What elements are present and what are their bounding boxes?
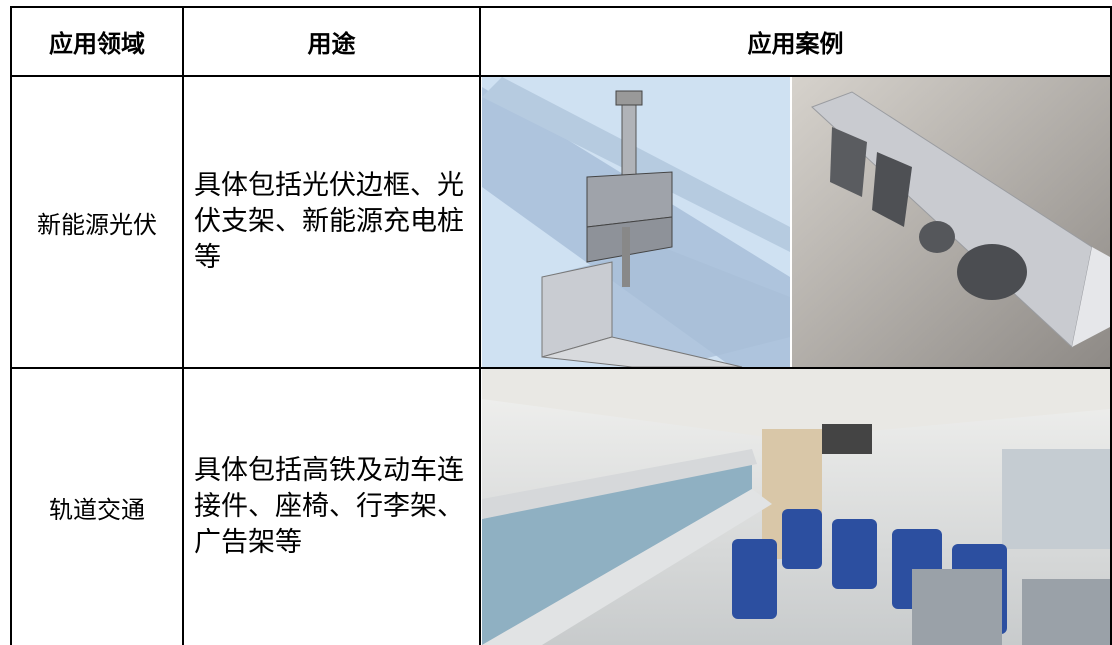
bracket-image — [792, 77, 1110, 367]
border — [10, 75, 1112, 77]
domain-cell: 轨道交通 — [49, 495, 145, 524]
border — [10, 6, 12, 645]
domain-cell: 新能源光伏 — [37, 210, 157, 239]
header-cell: 用途 — [307, 30, 356, 58]
solar-clamp-image — [482, 77, 790, 367]
header-cell: 应用案例 — [747, 30, 844, 58]
border — [1110, 6, 1112, 645]
usage-cell: 具体包括光伏边框、光伏支架、新能源充电桩等 — [194, 170, 464, 273]
border — [479, 6, 481, 645]
header-cell: 应用领域 — [49, 30, 145, 58]
border — [10, 367, 1112, 369]
border — [182, 6, 184, 645]
border — [10, 6, 1112, 8]
train-interior-image — [482, 369, 1110, 645]
usage-cell: 具体包括高铁及动车连接件、座椅、行李架、广告架等 — [194, 455, 464, 558]
